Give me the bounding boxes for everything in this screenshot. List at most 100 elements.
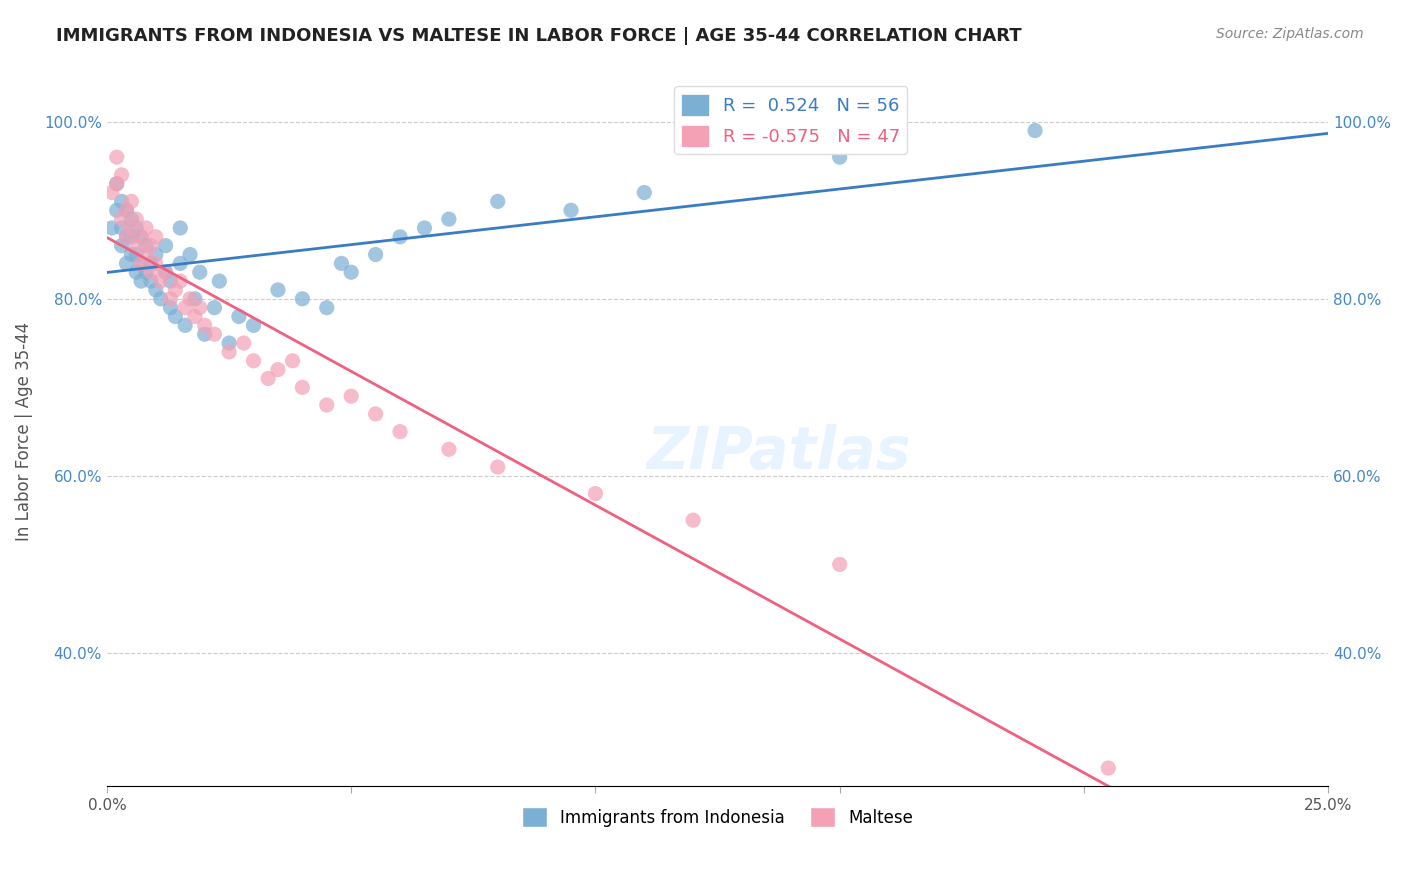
Point	[165, 283, 187, 297]
Point	[291, 292, 314, 306]
Point	[125, 265, 148, 279]
Point	[145, 229, 167, 244]
Point	[115, 203, 138, 218]
Point	[155, 238, 177, 252]
Point	[486, 460, 509, 475]
Point	[129, 229, 152, 244]
Point	[208, 274, 231, 288]
Point	[105, 203, 128, 218]
Point	[267, 283, 290, 297]
Point	[135, 238, 157, 252]
Point	[184, 292, 207, 306]
Point	[159, 301, 181, 315]
Point	[155, 265, 177, 279]
Point	[389, 425, 412, 439]
Point	[111, 221, 134, 235]
Point	[169, 274, 191, 288]
Point	[281, 353, 304, 368]
Point	[188, 265, 211, 279]
Point	[111, 212, 134, 227]
Point	[828, 150, 851, 164]
Point	[291, 380, 314, 394]
Y-axis label: In Labor Force | Age 35-44: In Labor Force | Age 35-44	[15, 322, 32, 541]
Legend: Immigrants from Indonesia, Maltese: Immigrants from Indonesia, Maltese	[515, 800, 920, 834]
Point	[111, 238, 134, 252]
Point	[257, 371, 280, 385]
Point	[139, 256, 162, 270]
Point	[125, 221, 148, 235]
Point	[437, 212, 460, 227]
Point	[194, 327, 217, 342]
Point	[115, 256, 138, 270]
Point	[155, 265, 177, 279]
Point	[129, 229, 152, 244]
Point	[218, 345, 240, 359]
Point	[242, 318, 264, 333]
Point	[115, 229, 138, 244]
Point	[413, 221, 436, 235]
Point	[129, 256, 152, 270]
Point	[101, 186, 124, 200]
Point	[174, 318, 197, 333]
Point	[267, 362, 290, 376]
Point	[179, 292, 201, 306]
Point	[242, 353, 264, 368]
Point	[120, 221, 142, 235]
Point	[125, 238, 148, 252]
Point	[120, 194, 142, 209]
Point	[194, 318, 217, 333]
Point	[111, 168, 134, 182]
Point	[188, 301, 211, 315]
Point	[115, 229, 138, 244]
Point	[232, 336, 254, 351]
Point	[340, 389, 363, 403]
Point	[228, 310, 250, 324]
Point	[315, 398, 337, 412]
Point	[139, 274, 162, 288]
Point	[633, 186, 655, 200]
Text: Source: ZipAtlas.com: Source: ZipAtlas.com	[1216, 27, 1364, 41]
Point	[120, 229, 142, 244]
Point	[340, 265, 363, 279]
Point	[105, 177, 128, 191]
Point	[364, 407, 387, 421]
Point	[101, 221, 124, 235]
Point	[169, 256, 191, 270]
Point	[120, 247, 142, 261]
Point	[169, 221, 191, 235]
Point	[145, 283, 167, 297]
Point	[315, 301, 337, 315]
Point	[149, 274, 172, 288]
Point	[135, 247, 157, 261]
Point	[218, 336, 240, 351]
Point	[165, 310, 187, 324]
Point	[115, 203, 138, 218]
Point	[682, 513, 704, 527]
Point	[828, 558, 851, 572]
Point	[149, 292, 172, 306]
Point	[120, 212, 142, 227]
Point	[389, 229, 412, 244]
Point	[129, 274, 152, 288]
Point	[145, 247, 167, 261]
Text: IMMIGRANTS FROM INDONESIA VS MALTESE IN LABOR FORCE | AGE 35-44 CORRELATION CHAR: IMMIGRANTS FROM INDONESIA VS MALTESE IN …	[56, 27, 1022, 45]
Point	[135, 221, 157, 235]
Point	[159, 292, 181, 306]
Point	[204, 301, 226, 315]
Point	[330, 256, 353, 270]
Point	[1024, 123, 1046, 137]
Point	[560, 203, 582, 218]
Text: ZIPatlas: ZIPatlas	[647, 425, 911, 482]
Point	[204, 327, 226, 342]
Point	[179, 247, 201, 261]
Point	[111, 194, 134, 209]
Point	[125, 247, 148, 261]
Point	[139, 265, 162, 279]
Point	[364, 247, 387, 261]
Point	[105, 150, 128, 164]
Point	[125, 212, 148, 227]
Point	[159, 274, 181, 288]
Point	[145, 256, 167, 270]
Point	[486, 194, 509, 209]
Point	[135, 265, 157, 279]
